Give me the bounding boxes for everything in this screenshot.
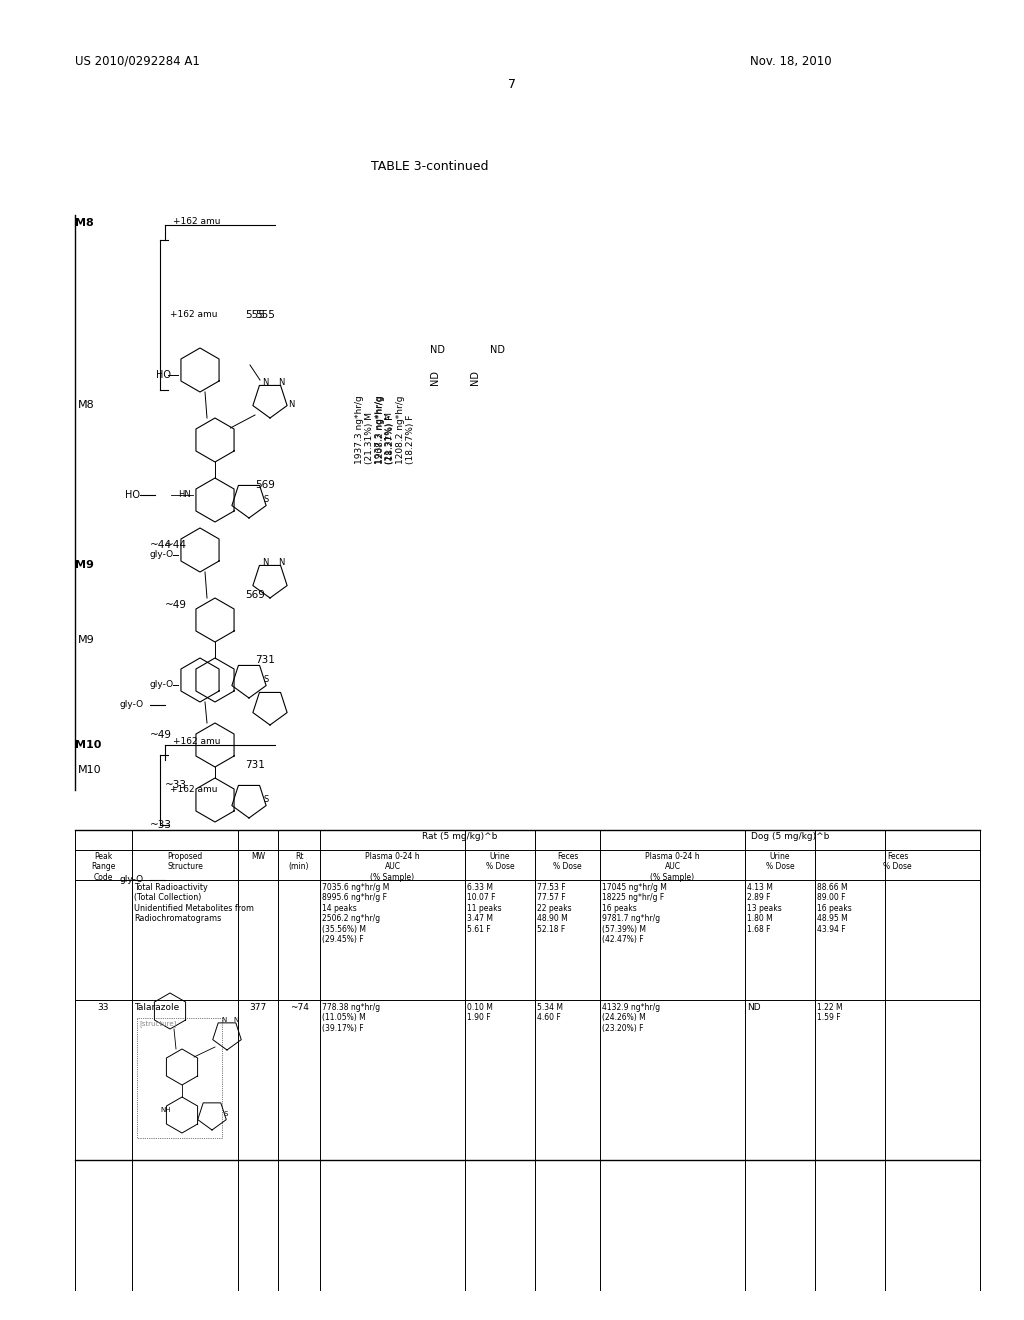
Text: 33: 33 (97, 1003, 110, 1012)
Text: Feces
% Dose: Feces % Dose (553, 851, 582, 871)
Text: ND: ND (430, 370, 440, 385)
Text: 555: 555 (245, 310, 265, 319)
Text: gly-O: gly-O (120, 700, 144, 709)
Text: 5.34 M
4.60 F: 5.34 M 4.60 F (537, 1003, 563, 1023)
Text: Total Radioactivity
(Total Collection)
Unidentified Metabolites from
Radiochroma: Total Radioactivity (Total Collection) U… (134, 883, 254, 923)
Text: +162 amu: +162 amu (170, 785, 217, 795)
Text: 731: 731 (255, 655, 274, 665)
Text: 4132.9 ng*hr/g
(24.26%) M
(23.20%) F: 4132.9 ng*hr/g (24.26%) M (23.20%) F (602, 1003, 660, 1032)
Text: gly-O: gly-O (120, 875, 144, 884)
Text: S: S (263, 495, 268, 504)
Text: 17045 ng*hr/g M
18225 ng*hr/g F
16 peaks
9781.7 ng*hr/g
(57.39%) M
(42.47%) F: 17045 ng*hr/g M 18225 ng*hr/g F 16 peaks… (602, 883, 667, 944)
Text: 569: 569 (255, 480, 274, 490)
Text: ~49: ~49 (150, 730, 172, 741)
Text: M9: M9 (75, 560, 94, 570)
Text: N: N (262, 378, 268, 387)
Text: Rt
(min): Rt (min) (289, 851, 309, 871)
Text: 1937.3 ng*hr/g
(21.31%) M
1208.2 ng*hr/g
(18.27%) F: 1937.3 ng*hr/g (21.31%) M 1208.2 ng*hr/g… (355, 396, 395, 465)
Text: ~49: ~49 (165, 601, 187, 610)
Text: Talarazole: Talarazole (134, 1003, 179, 1012)
Text: S: S (263, 675, 268, 684)
Text: N: N (278, 378, 285, 387)
Text: N: N (288, 400, 294, 409)
Text: 569: 569 (245, 590, 265, 601)
Text: N: N (233, 1016, 239, 1023)
Text: ~74: ~74 (290, 1003, 308, 1012)
Text: 7035.6 ng*hr/g M
8995.6 ng*hr/g F
14 peaks
2506.2 ng*hr/g
(35.56%) M
(29.45%) F: 7035.6 ng*hr/g M 8995.6 ng*hr/g F 14 pea… (322, 883, 389, 944)
Text: MW: MW (251, 851, 265, 861)
Text: 1.22 M
1.59 F: 1.22 M 1.59 F (817, 1003, 843, 1023)
Text: 7: 7 (508, 78, 516, 91)
Text: ND: ND (746, 1003, 761, 1012)
Text: gly-O: gly-O (150, 550, 174, 558)
Text: 778.38 ng*hr/g
(11.05%) M
(39.17%) F: 778.38 ng*hr/g (11.05%) M (39.17%) F (322, 1003, 380, 1032)
Text: Plasma 0-24 h
AUC
(% Sample): Plasma 0-24 h AUC (% Sample) (645, 851, 699, 882)
Text: Proposed
Structure: Proposed Structure (167, 851, 203, 871)
Text: M10: M10 (75, 741, 101, 750)
Text: 0.10 M
1.90 F: 0.10 M 1.90 F (467, 1003, 493, 1023)
Text: gly-O: gly-O (150, 680, 174, 689)
Text: 555: 555 (255, 310, 274, 319)
Text: 1937.3 ng*hr/g
(21.31%) M
1208.2 ng*hr/g
(18.27%) F: 1937.3 ng*hr/g (21.31%) M 1208.2 ng*hr/g… (375, 396, 415, 465)
Text: 731: 731 (245, 760, 265, 770)
Text: Urine
% Dose: Urine % Dose (766, 851, 795, 871)
Text: ~44: ~44 (150, 540, 172, 550)
Text: HO: HO (125, 490, 140, 500)
Text: 377: 377 (250, 1003, 266, 1012)
Text: ~33: ~33 (150, 820, 172, 830)
Text: ~33: ~33 (165, 780, 187, 789)
Text: 88.66 M
89.00 F
16 peaks
48.95 M
43.94 F: 88.66 M 89.00 F 16 peaks 48.95 M 43.94 F (817, 883, 852, 933)
Text: N: N (278, 558, 285, 568)
Text: Dog (5 mg/kg)^b: Dog (5 mg/kg)^b (751, 832, 829, 841)
Text: US 2010/0292284 A1: US 2010/0292284 A1 (75, 55, 200, 69)
Text: Urine
% Dose: Urine % Dose (485, 851, 514, 871)
Text: ND: ND (430, 345, 445, 355)
Text: Peak
Range
Code: Peak Range Code (91, 851, 116, 882)
Text: 4.13 M
2.89 F
13 peaks
1.80 M
1.68 F: 4.13 M 2.89 F 13 peaks 1.80 M 1.68 F (746, 883, 781, 933)
Text: 6.33 M
10.07 F
11 peaks
3.47 M
5.61 F: 6.33 M 10.07 F 11 peaks 3.47 M 5.61 F (467, 883, 502, 933)
Text: M8: M8 (78, 400, 95, 411)
Text: S: S (263, 795, 268, 804)
Text: S: S (224, 1111, 228, 1117)
Text: +162 amu: +162 amu (170, 310, 217, 319)
Text: N: N (221, 1016, 226, 1023)
Text: +162 amu: +162 amu (173, 737, 220, 746)
Text: N: N (262, 558, 268, 568)
Text: M9: M9 (78, 635, 95, 645)
Text: HO: HO (156, 370, 171, 380)
Text: Plasma 0-24 h
AUC
(% Sample): Plasma 0-24 h AUC (% Sample) (366, 851, 420, 882)
Text: Feces
% Dose: Feces % Dose (883, 851, 911, 871)
Text: 77.53 F
77.57 F
22 peaks
48.90 M
52.18 F: 77.53 F 77.57 F 22 peaks 48.90 M 52.18 F (537, 883, 571, 933)
Text: ~44: ~44 (165, 540, 187, 550)
Text: M10: M10 (78, 766, 101, 775)
Text: Rat (5 mg/kg)^b: Rat (5 mg/kg)^b (422, 832, 498, 841)
Text: [structure]: [structure] (139, 1020, 176, 1027)
Text: M8: M8 (75, 218, 94, 228)
Text: ND: ND (490, 345, 505, 355)
Text: TABLE 3-continued: TABLE 3-continued (372, 160, 488, 173)
Text: Nov. 18, 2010: Nov. 18, 2010 (750, 55, 831, 69)
Text: NH: NH (160, 1107, 171, 1113)
Text: ND: ND (470, 370, 480, 385)
Text: +162 amu: +162 amu (173, 216, 220, 226)
Text: HN: HN (178, 490, 190, 499)
